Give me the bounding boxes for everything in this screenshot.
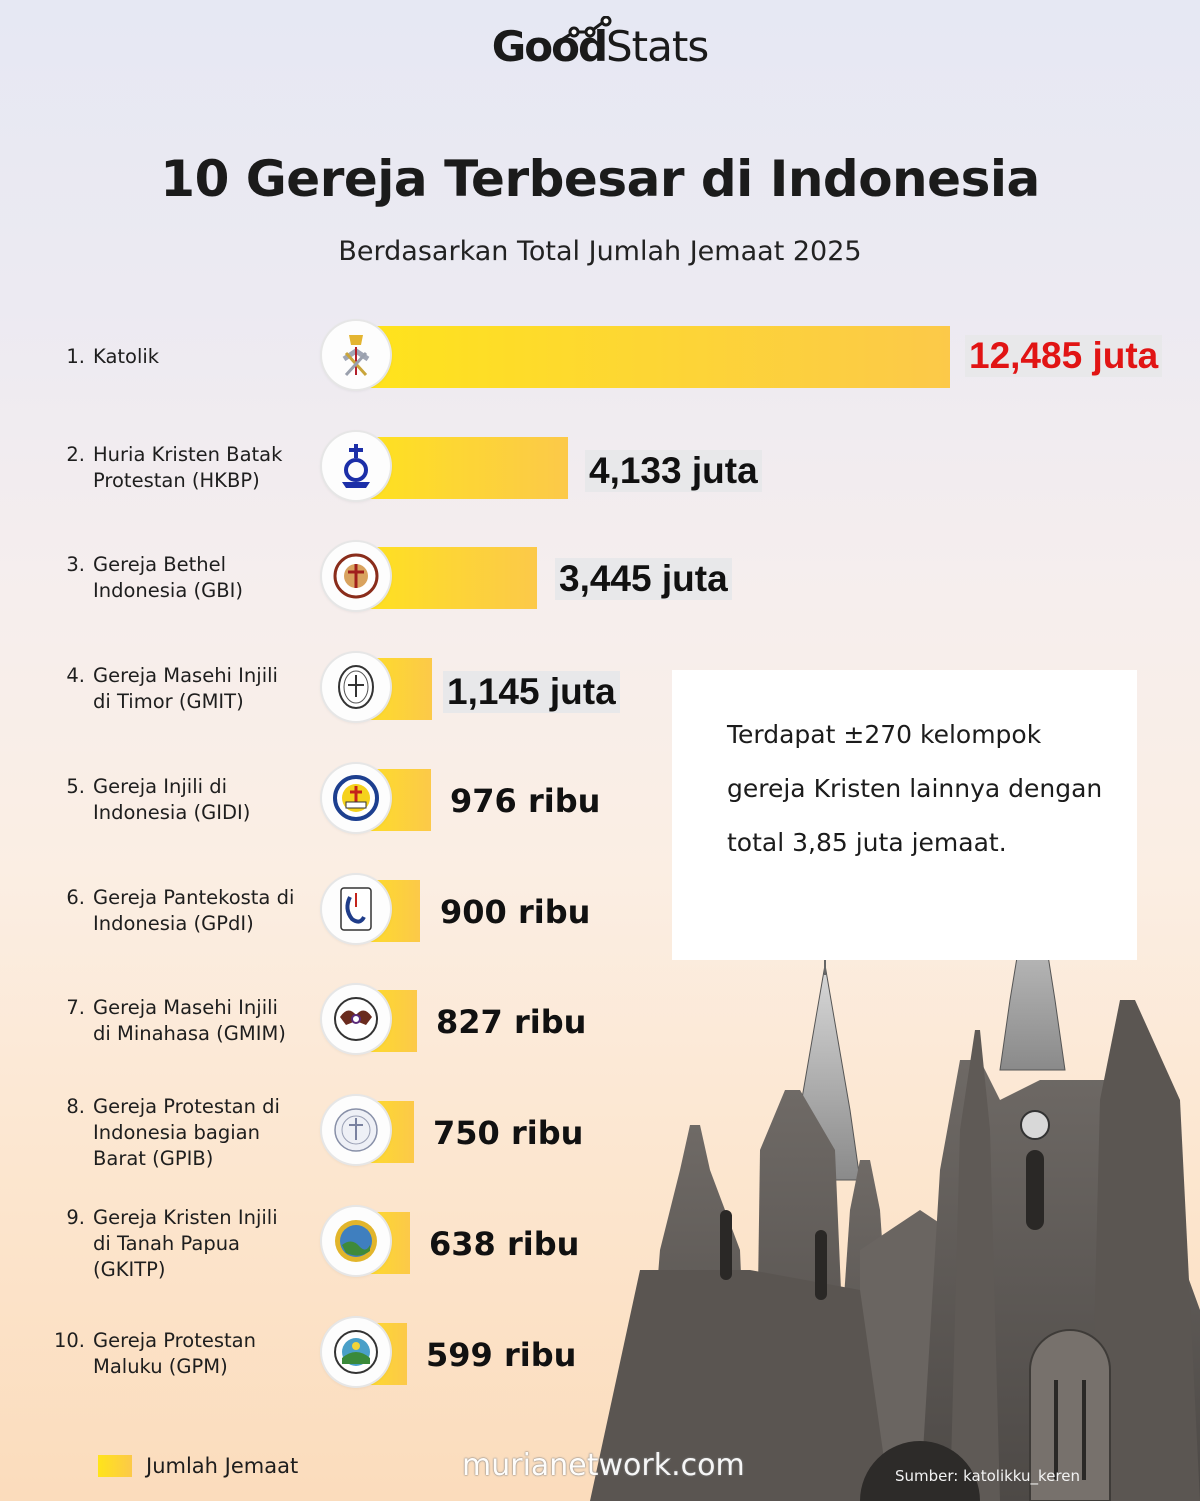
gpdi-logo-icon — [322, 875, 390, 943]
church-label: 10. Gereja Protestan Maluku (GPM) — [40, 1328, 300, 1380]
rank-number: 2. — [66, 443, 85, 466]
church-label: 7. Gereja Masehi Injili di Minahasa (GMIM… — [40, 995, 300, 1047]
rank-number: 1. — [66, 345, 85, 368]
church-name: Huria Kristen Batak Protestan (HKBP) — [93, 443, 283, 492]
trend-line-icon — [556, 16, 612, 44]
chart-row: 2. Huria Kristen Batak Protestan (HKBP) 4… — [0, 428, 1200, 508]
legend-swatch — [98, 1455, 132, 1477]
gpm-logo-icon — [322, 1318, 390, 1386]
watermark: murianetwork.com — [462, 1448, 745, 1483]
legend: Jumlah Jemaat — [98, 1454, 298, 1478]
gidi-logo-icon — [322, 764, 390, 832]
church-name: Gereja Protestan di Indonesia bagian Bar… — [93, 1095, 280, 1170]
value-label: 638 ribu — [429, 1225, 580, 1263]
church-name: Gereja Masehi Injili di Minahasa (GMIM) — [93, 996, 286, 1045]
legend-label: Jumlah Jemaat — [146, 1454, 299, 1478]
value-label: 4,133 juta — [585, 450, 762, 492]
church-name: Gereja Bethel Indonesia (GBI) — [93, 553, 243, 602]
gmim-logo-icon — [322, 985, 390, 1053]
gbi-logo-icon — [322, 542, 390, 610]
church-label: 4. Gereja Masehi Injili di Timor (GMIT) — [40, 663, 300, 715]
gkitp-logo-icon — [322, 1207, 390, 1275]
chart-row: 9. Gereja Kristen Injili di Tanah Papua (… — [0, 1203, 1200, 1283]
value-label: 750 ribu — [433, 1114, 584, 1152]
annotation-text: Terdapat ±270 kelompok gereja Kristen la… — [727, 720, 1103, 857]
church-label: 3. Gereja Bethel Indonesia (GBI) — [40, 552, 300, 604]
goodstats-logo: GoodStats — [0, 16, 1200, 71]
church-label: 1. Katolik — [40, 344, 300, 370]
church-name: Gereja Kristen Injili di Tanah Papua (GK… — [93, 1206, 278, 1281]
rank-number: 7. — [66, 996, 85, 1019]
rank-number: 5. — [66, 775, 85, 798]
value-label: 976 ribu — [450, 782, 601, 820]
bar — [345, 326, 950, 388]
value-label: 599 ribu — [426, 1336, 577, 1374]
church-label: 5. Gereja Injili di Indonesia (GIDI) — [40, 774, 300, 826]
chart-row: 7. Gereja Masehi Injili di Minahasa (GMIM… — [0, 981, 1200, 1061]
church-label: 9. Gereja Kristen Injili di Tanah Papua (… — [40, 1205, 300, 1283]
value-label: 3,445 juta — [555, 558, 732, 600]
logo-stats-text: Stats — [606, 22, 709, 71]
church-name: Gereja Pantekosta di Indonesia (GPdI) — [93, 886, 295, 935]
chart-subtitle: Berdasarkan Total Jumlah Jemaat 2025 — [338, 236, 862, 267]
gmit-logo-icon — [322, 653, 390, 721]
source-credit: Sumber: katolikku_keren — [895, 1467, 1080, 1485]
chart-row: 3. Gereja Bethel Indonesia (GBI) 3,445 ju… — [0, 538, 1200, 618]
value-label: 827 ribu — [436, 1003, 587, 1041]
rank-number: 6. — [66, 886, 85, 909]
church-name: Gereja Protestan Maluku (GPM) — [93, 1329, 256, 1378]
church-label: 6. Gereja Pantekosta di Indonesia (GPdI) — [40, 885, 300, 937]
chart-title: 10 Gereja Terbesar di Indonesia — [160, 150, 1040, 208]
value-label: 12,485 juta — [965, 335, 1163, 377]
rank-number: 9. — [66, 1206, 85, 1229]
value-label: 1,145 juta — [443, 671, 620, 713]
chart-row: 5. Gereja Injili di Indonesia (GIDI) 976 … — [0, 760, 1200, 840]
church-name: Gereja Masehi Injili di Timor (GMIT) — [93, 664, 278, 713]
cathedral-image — [590, 854, 1200, 1501]
church-name: Katolik — [93, 345, 160, 368]
rank-number: 4. — [66, 664, 85, 687]
church-name: Gereja Injili di Indonesia (GIDI) — [93, 775, 251, 824]
chart-row: 4. Gereja Masehi Injili di Timor (GMIT) 1… — [0, 649, 1200, 729]
rank-number: 3. — [66, 553, 85, 576]
rank-number: 10. — [53, 1329, 85, 1352]
annotation-box: Terdapat ±270 kelompok gereja Kristen la… — [672, 670, 1137, 960]
church-label: 2. Huria Kristen Batak Protestan (HKBP) — [40, 442, 300, 494]
rank-number: 8. — [66, 1095, 85, 1118]
gpib-logo-icon — [322, 1096, 390, 1164]
chart-row: 1. Katolik 12,485 juta — [0, 317, 1200, 397]
chart-row: 10. Gereja Protestan Maluku (GPM) 599 rib… — [0, 1314, 1200, 1394]
chart-row: 8. Gereja Protestan di Indonesia bagian B… — [0, 1092, 1200, 1172]
church-label: 8. Gereja Protestan di Indonesia bagian B… — [40, 1094, 300, 1172]
papal-keys-logo-icon — [322, 321, 390, 389]
value-label: 900 ribu — [440, 893, 591, 931]
hkbp-logo-icon — [322, 432, 390, 500]
chart-row: 6. Gereja Pantekosta di Indonesia (GPdI) … — [0, 871, 1200, 951]
